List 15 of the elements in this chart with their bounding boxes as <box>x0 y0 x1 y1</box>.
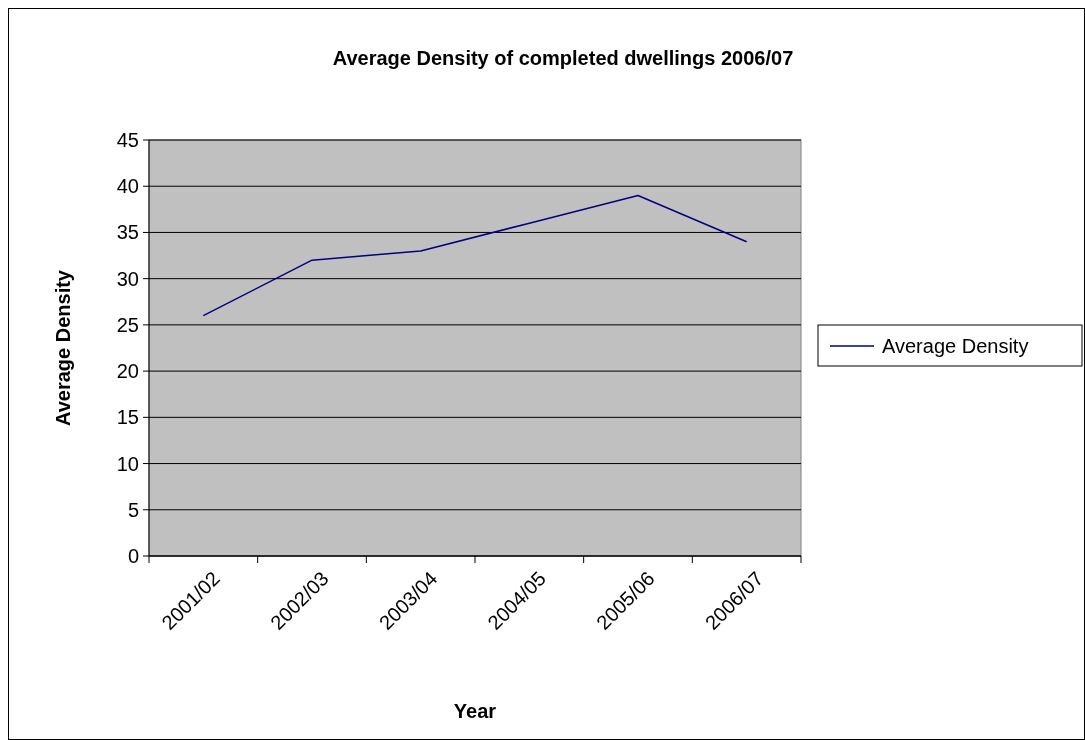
x-axis-title: Year <box>453 700 497 722</box>
y-axis-title: Average Density <box>52 269 74 426</box>
y-tick-label: 40 <box>116 175 139 198</box>
y-tick-label: 5 <box>127 498 139 521</box>
y-tick-label: 45 <box>116 129 139 151</box>
y-tick-label: 35 <box>116 221 139 244</box>
chart-title: Average Density of completed dwellings 2006/07 <box>332 47 794 69</box>
y-tick-label: 25 <box>116 313 139 336</box>
y-tick-label: 15 <box>116 406 139 429</box>
y-tick-label: 30 <box>116 267 139 290</box>
line-series <box>202 194 748 317</box>
legend-label: Average Density <box>882 335 1029 357</box>
y-tick-label: 20 <box>116 360 139 383</box>
y-tick-label: 10 <box>116 452 139 475</box>
y-tick-label: 0 <box>127 545 139 567</box>
